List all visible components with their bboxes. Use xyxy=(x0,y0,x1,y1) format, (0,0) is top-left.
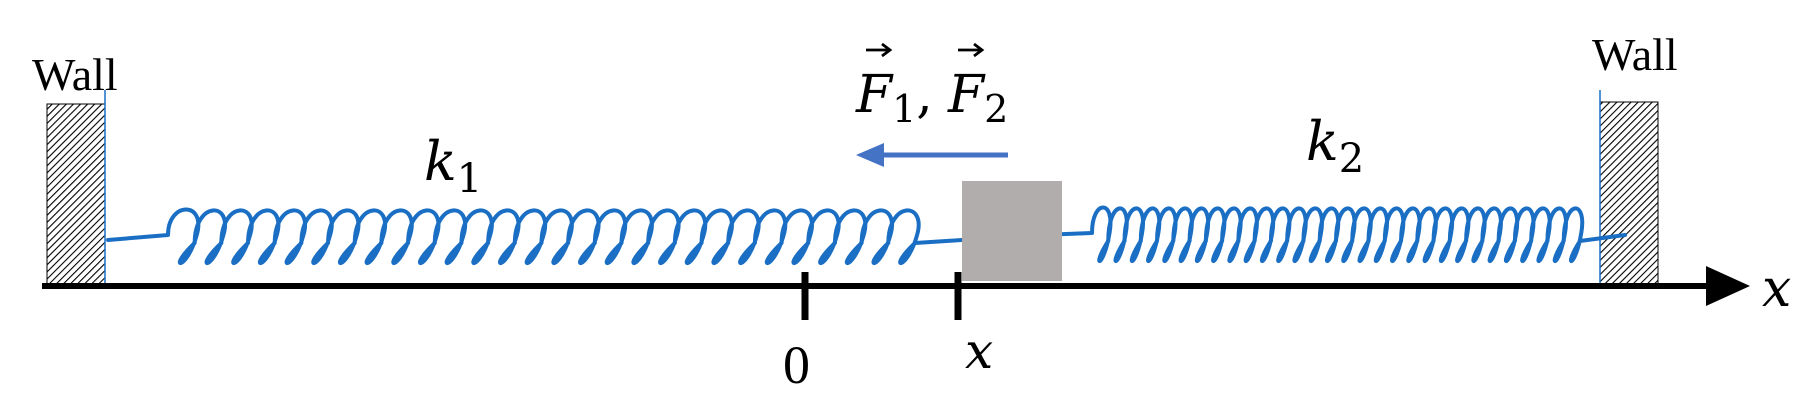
mass-block xyxy=(962,181,1062,281)
left-spring-coil xyxy=(106,207,964,265)
k1-symbol: k xyxy=(424,130,457,193)
force-separator: , xyxy=(916,65,933,125)
left-spring xyxy=(106,207,964,265)
force-arrow xyxy=(856,143,1008,167)
force-arrow-head xyxy=(856,143,884,167)
f1-label: F1, xyxy=(855,65,933,131)
k2-symbol: k xyxy=(1306,110,1339,173)
f1-vector-arrow-icon xyxy=(866,42,893,58)
k1-label: k1 xyxy=(424,130,482,202)
f2-vector-arrow-icon xyxy=(958,42,985,58)
left-wall-label: Wall xyxy=(32,49,118,100)
left-wall-hatch xyxy=(46,103,106,287)
right-spring xyxy=(1038,205,1627,263)
origin-label: 0 xyxy=(783,335,810,395)
f2-symbol: F xyxy=(947,65,986,125)
force-label: F1, F2 xyxy=(855,42,1008,131)
k1-subscript: 1 xyxy=(457,156,482,202)
right-wall xyxy=(1599,90,1659,287)
k2-subscript: 2 xyxy=(1339,136,1364,182)
f1-symbol: F xyxy=(855,65,894,125)
x-axis-label: x xyxy=(1762,259,1791,319)
position-label: x xyxy=(965,322,993,380)
f1-subscript: 1 xyxy=(892,87,916,131)
x-axis-arrowhead xyxy=(1706,266,1750,306)
k2-label: k2 xyxy=(1306,110,1364,182)
right-spring-coil xyxy=(1038,205,1627,263)
right-wall-hatch xyxy=(1599,101,1659,287)
f2-subscript: 2 xyxy=(984,87,1008,131)
left-wall xyxy=(46,90,106,287)
right-wall-label: Wall xyxy=(1592,29,1678,80)
f2-label: F2 xyxy=(947,65,1008,131)
